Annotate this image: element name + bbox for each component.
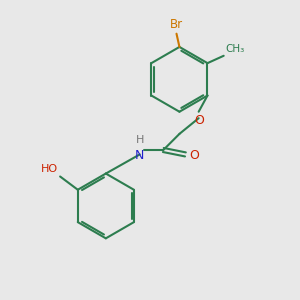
Text: N: N xyxy=(135,149,145,162)
Text: O: O xyxy=(189,149,199,162)
Text: CH₃: CH₃ xyxy=(225,44,244,54)
Text: O: O xyxy=(194,114,204,127)
Text: H: H xyxy=(136,135,144,145)
Text: Br: Br xyxy=(170,18,183,31)
Text: HO: HO xyxy=(40,164,58,174)
